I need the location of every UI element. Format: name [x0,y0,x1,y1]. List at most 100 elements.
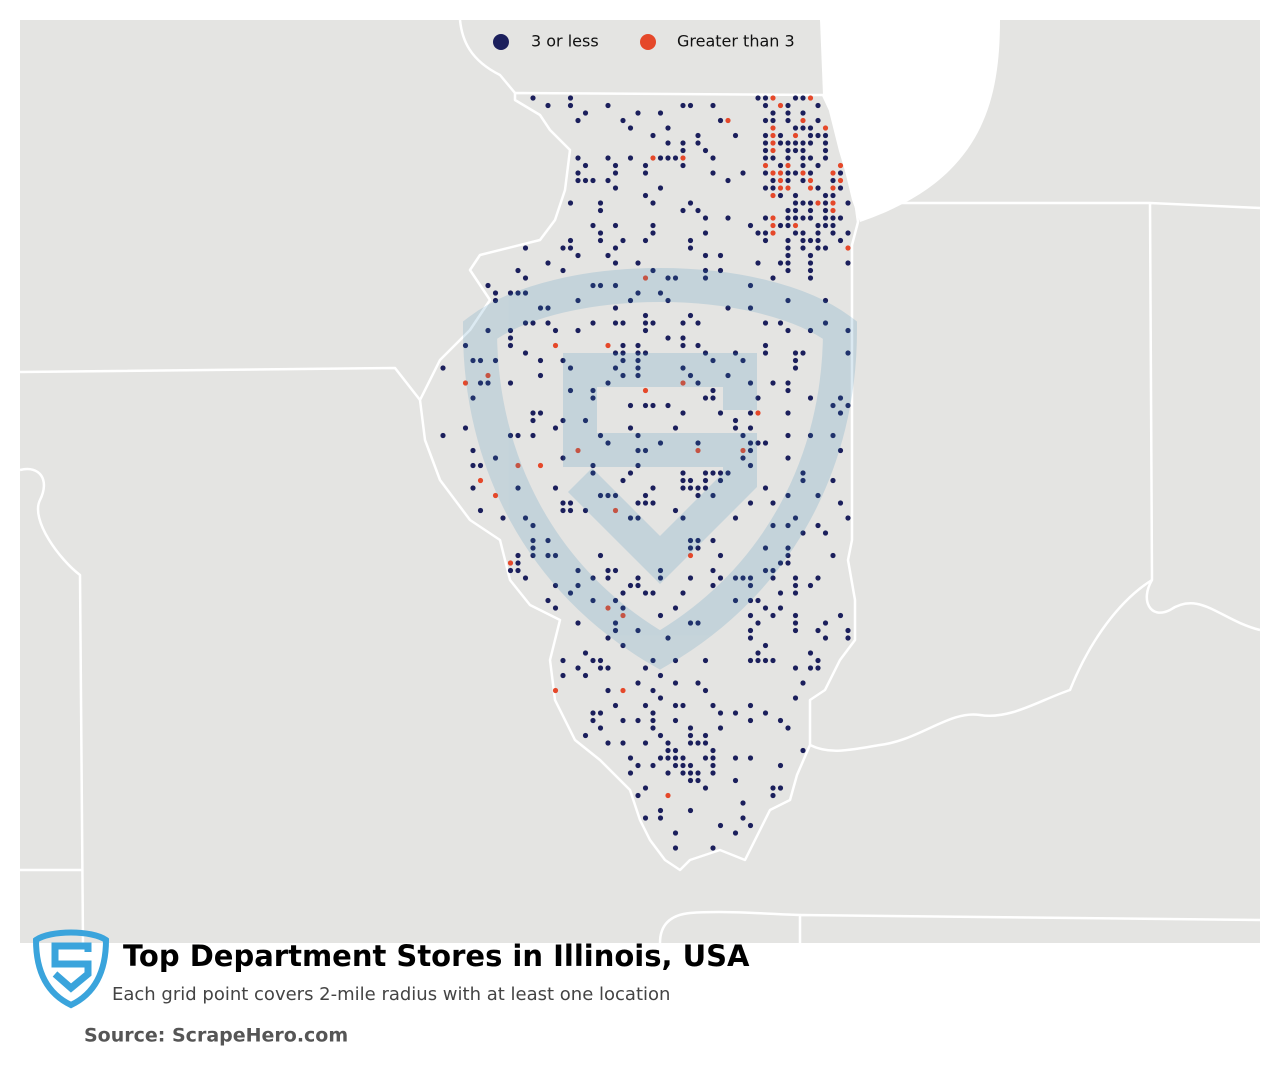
grid-point [560,455,566,461]
grid-point [702,395,709,401]
grid-point [747,597,754,604]
grid-point [762,237,769,244]
grid-point [635,110,641,116]
grid-point [785,207,791,214]
grid-point [657,440,664,446]
grid-point [590,657,596,664]
grid-point [650,485,656,491]
grid-point [522,515,529,521]
grid-point [507,380,514,386]
grid-point [672,762,679,769]
grid-point [642,327,649,334]
grid-point [590,222,596,229]
grid-point [785,110,791,116]
grid-point [530,432,536,439]
grid-point [785,455,791,461]
grid-point [642,275,649,281]
grid-point [560,267,566,274]
grid-point [642,170,649,176]
grid-point [807,207,814,214]
grid-point [627,297,634,304]
grid-point [635,717,641,724]
grid-point [740,432,746,439]
grid-point [747,222,754,229]
grid-point [717,552,724,559]
legend-label: Greater than 3 [677,32,795,51]
grid-point [717,410,724,416]
grid-point [785,102,791,109]
grid-point [815,237,821,244]
grid-point [537,357,544,364]
grid-point [620,342,626,349]
grid-point [590,387,596,394]
grid-point [800,680,806,686]
grid-point [642,500,649,506]
grid-point [785,162,791,169]
grid-point [815,245,821,251]
grid-point [732,425,739,431]
grid-point [665,755,671,761]
grid-point [462,425,469,431]
grid-point [687,237,694,244]
grid-point [582,417,589,424]
grid-point [710,170,716,176]
grid-point [612,245,619,251]
grid-point [522,320,529,326]
grid-point [620,477,626,484]
grid-point [785,140,791,146]
grid-point [807,267,814,274]
grid-point [695,380,701,386]
grid-point [620,350,626,356]
grid-point [695,770,701,776]
grid-point [845,627,851,634]
grid-point [605,635,611,641]
grid-point [755,410,761,416]
grid-point [605,740,611,746]
grid-point [582,650,589,656]
grid-point [635,582,641,589]
grid-point [845,327,851,334]
grid-point [462,380,469,386]
grid-point [755,95,761,101]
grid-point [747,410,754,416]
grid-point [800,230,806,236]
grid-point [695,492,701,499]
grid-point [635,290,641,296]
grid-point [747,702,754,709]
grid-point [792,695,799,701]
grid-point [687,770,694,776]
grid-point [800,747,806,754]
grid-point [807,215,814,221]
grid-point [612,162,619,169]
grid-point [747,425,754,431]
grid-point [822,222,829,229]
grid-point [777,605,784,611]
grid-point [620,740,626,746]
grid-point [732,777,739,784]
grid-point [785,297,791,304]
grid-point [747,380,754,386]
grid-point [590,575,596,581]
grid-point [560,245,566,251]
grid-point [807,237,814,244]
grid-point [552,582,559,589]
grid-point [687,102,694,109]
grid-point [800,477,806,484]
grid-point [672,155,679,161]
grid-point [620,372,626,379]
grid-point [710,582,716,589]
grid-point [695,777,701,784]
grid-point [747,500,754,506]
subtitle: Each grid point covers 2-mile radius wit… [112,984,670,1005]
grid-point [702,657,709,664]
grid-point [822,132,829,139]
grid-point [732,755,739,761]
grid-point [702,740,709,746]
grid-point [687,545,694,551]
grid-point [635,627,641,634]
grid-point [807,132,814,139]
grid-point [770,170,776,176]
grid-point [650,725,656,731]
grid-point [807,650,814,656]
grid-point [470,447,476,454]
